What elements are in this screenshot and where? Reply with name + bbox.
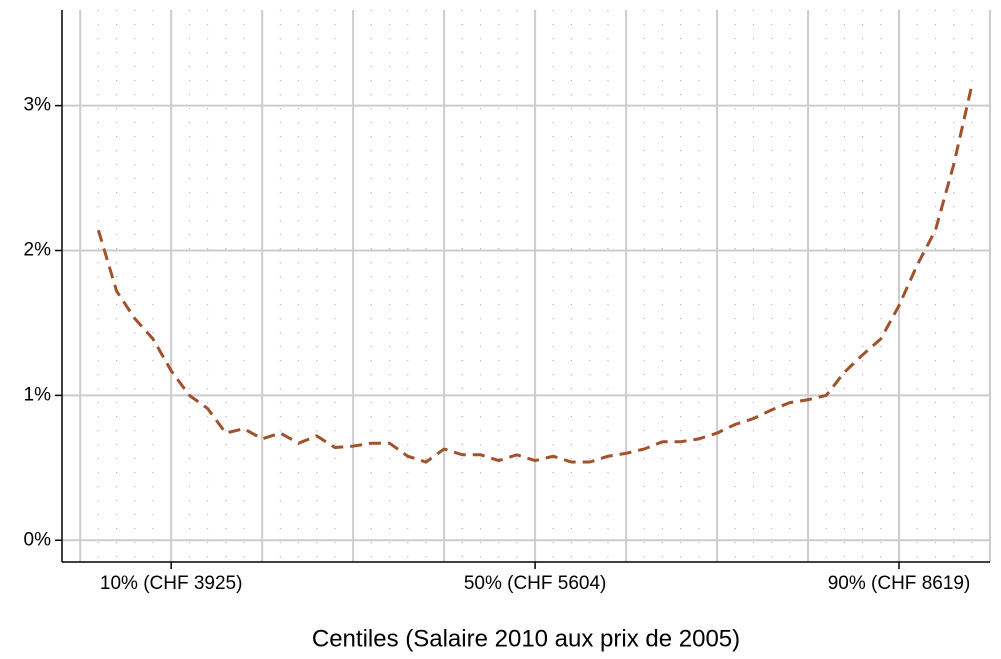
- x-tick-label: 50% (CHF 5604): [464, 573, 607, 594]
- x-tick-label: 10% (CHF 3925): [100, 573, 243, 594]
- x-tick-label: 90% (CHF 8619): [828, 573, 971, 594]
- y-tick-label: 1%: [24, 384, 52, 405]
- y-tick-label: 3%: [24, 95, 52, 116]
- y-tick-label: 0%: [24, 529, 52, 550]
- y-tick-label: 2%: [24, 240, 52, 261]
- data-line: [96, 85, 974, 464]
- x-axis-label: Centiles (Salaire 2010 aux prix de 2005): [312, 625, 740, 652]
